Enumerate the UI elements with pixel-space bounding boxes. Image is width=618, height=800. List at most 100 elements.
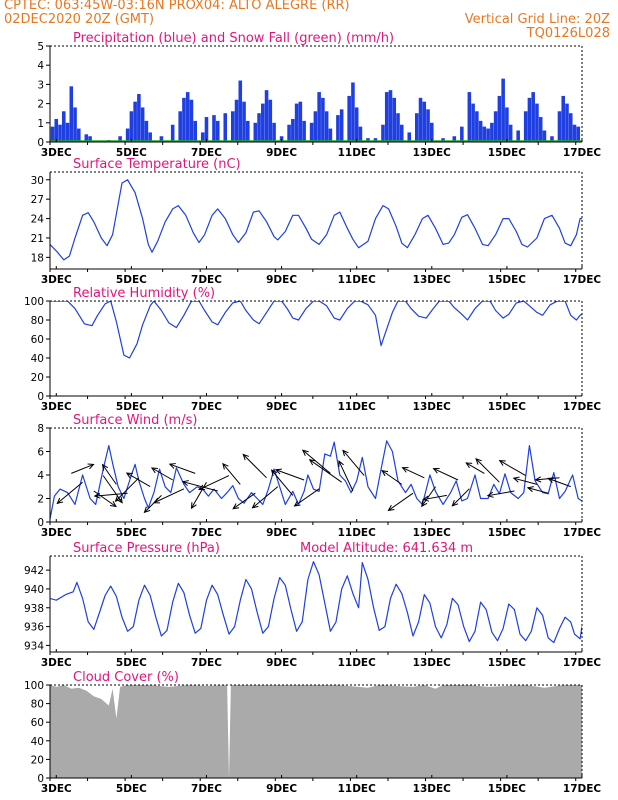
x-tick-label: 9DEC [266,657,297,669]
y-tick-label: 20 [31,754,44,766]
y-tick-label: 100 [24,296,44,308]
x-tick-label: 5DEC [116,401,147,413]
wind-vector [222,462,241,485]
precip-bar [212,115,216,142]
y-tick-label: 1 [37,118,44,130]
x-tick-label: 13DEC [413,401,452,413]
y-tick-label: 24 [31,214,45,226]
x-tick-label: 7DEC [191,657,222,669]
precip-bar [471,103,475,142]
wind-vector [547,477,571,488]
precip-bar [302,120,306,142]
wind-vector [232,492,256,510]
precip-bar [50,126,55,142]
precip-bar [384,92,389,142]
y-tick-label: 942 [24,565,44,577]
precip-bar [125,128,130,142]
y-tick-label: 100 [24,680,44,692]
wind-vector [114,477,140,502]
y-tick-label: 2 [37,99,44,111]
y-tick-label: 6 [37,447,44,459]
y-tick-label: 60 [31,334,44,346]
x-tick-label: 17DEC [563,274,602,286]
wind-vector [451,488,470,507]
precip-bar [61,111,66,142]
x-tick-label: 15DEC [488,274,527,286]
wind-vector [93,490,117,508]
wind-vector [293,488,320,507]
x-tick-label: 5DEC [116,274,147,286]
x-tick-label: 15DEC [488,147,527,159]
x-tick-label: 7DEC [191,274,222,286]
y-tick-label: 8 [37,423,44,435]
panel-plot-area [50,685,582,778]
wind-vector [143,495,162,514]
y-tick-label: 30 [31,175,44,187]
precip-bar [234,99,239,142]
wind-vector [308,459,342,483]
precip-bar [347,95,351,142]
precip-bar [373,138,378,142]
panel-plot-area [50,179,582,261]
precip-bar [572,124,577,142]
precip-bar [84,134,89,142]
precip-bar [339,109,344,142]
precip-bar [65,122,70,142]
x-tick-label: 3DEC [41,401,72,413]
x-tick-label: 11DEC [338,147,377,159]
wind-vector [401,467,425,479]
precip-bar [381,124,385,142]
panel-title: Precipitation (blue) and Snow Fall (gree… [73,31,394,46]
precip-bar [388,90,393,142]
y-tick-label: 938 [24,603,44,615]
wind-vector [465,462,485,474]
precip-bar [272,122,276,142]
y-tick-label: 4 [37,60,44,72]
precip-bar [535,103,539,142]
precip-bar [538,117,543,142]
precip-bar [294,103,299,142]
x-tick-label: 11DEC [338,274,377,286]
panel-plot-area [50,440,582,520]
precip-bar [215,120,220,142]
precip-bar [170,124,175,142]
precip-bar [501,78,505,142]
x-tick-label: 11DEC [338,401,377,413]
precip-bar [246,120,250,142]
wind-vector [150,467,173,481]
panel-plot-area [50,301,582,359]
precip-bar [238,80,243,142]
precip-bar [88,136,92,142]
precip-bar [264,90,269,142]
wind-vector [498,460,526,477]
precip-bar [268,99,273,142]
x-tick-label: 15DEC [488,401,527,413]
precip-bar [475,111,479,142]
precip-bar [58,124,62,142]
precip-bar [291,118,295,142]
precip-bar [223,113,228,142]
y-tick-label: 3 [37,79,44,91]
panel-subtitle: Model Altitude: 641.634 m [300,541,473,556]
wind-vector [512,476,538,485]
wind-vector [190,481,207,510]
precip-bar [204,117,209,142]
precip-bar [407,132,412,142]
precip-bar [148,132,152,142]
x-tick-label: 17DEC [563,657,602,669]
cloud-cover-area [50,685,582,778]
series-line [50,301,582,359]
panel-title: Surface Pressure (hPa) [73,541,220,556]
x-tick-label: 13DEC [413,274,452,286]
precip-bar [486,128,490,142]
y-tick-label: 20 [31,372,44,384]
wind-vector [242,453,267,479]
y-tick-label: 60 [31,717,44,729]
panel-title: Cloud Cover (%) [73,670,179,685]
series-line [50,440,582,520]
precip-bar [478,120,483,142]
precip-bar [261,103,265,142]
precip-bar [441,138,445,142]
precip-bar [257,113,261,142]
x-tick-label: 5DEC [116,147,147,159]
